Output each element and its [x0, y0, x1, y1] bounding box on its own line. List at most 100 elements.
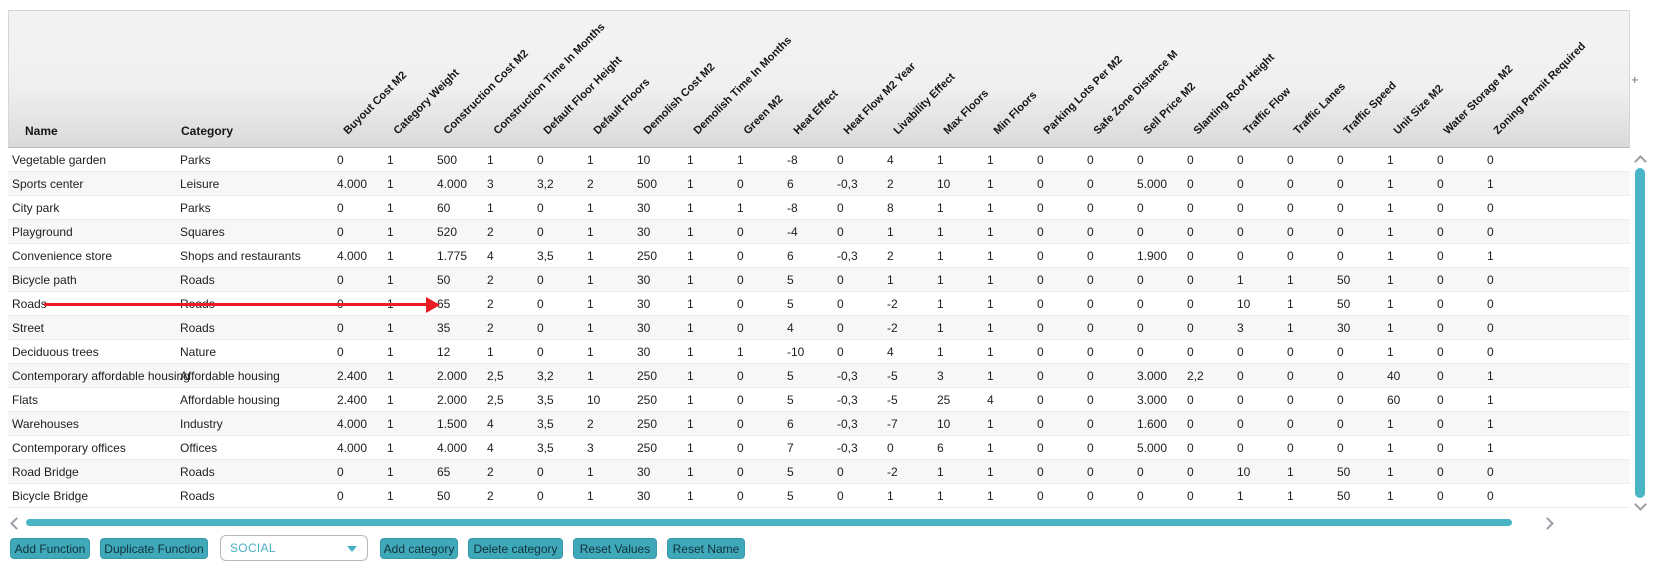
cell-value[interactable]: 0: [1237, 153, 1244, 167]
cell-value[interactable]: 0: [1287, 153, 1294, 167]
scroll-right-icon[interactable]: [1541, 517, 1554, 530]
cell-value[interactable]: 1: [937, 249, 944, 263]
scroll-up-icon[interactable]: [1634, 155, 1647, 168]
cell-value[interactable]: 0: [737, 273, 744, 287]
cell-value[interactable]: 4: [487, 441, 494, 455]
cell-value[interactable]: 2: [887, 249, 894, 263]
cell-value[interactable]: -5: [887, 369, 898, 383]
cell-value[interactable]: 250: [637, 441, 658, 455]
cell-value[interactable]: 0: [737, 177, 744, 191]
table-row[interactable]: Playground Squares 0 1 520 2 0 1 30 1 0 -4 0 1 1 1 0 0 0 0 0…: [8, 220, 1630, 244]
cell-value[interactable]: 0: [537, 225, 544, 239]
cell-value[interactable]: 40: [1387, 369, 1401, 383]
cell-value[interactable]: 4.000: [337, 249, 368, 263]
cell-name[interactable]: Road Bridge: [12, 465, 79, 479]
cell-value[interactable]: 0: [1087, 249, 1094, 263]
cell-value[interactable]: 50: [1337, 297, 1351, 311]
cell-value[interactable]: 5: [787, 465, 794, 479]
cell-value[interactable]: 1: [487, 345, 494, 359]
cell-value[interactable]: 520: [437, 225, 458, 239]
cell-value[interactable]: -0,3: [837, 417, 858, 431]
cell-value[interactable]: 1: [937, 201, 944, 215]
cell-value[interactable]: 1.900: [1137, 249, 1168, 263]
cell-value[interactable]: 30: [1337, 321, 1351, 335]
cell-value[interactable]: 60: [437, 201, 451, 215]
cell-value[interactable]: 6: [787, 177, 794, 191]
cell-value[interactable]: 3,5: [537, 417, 554, 431]
plus-icon[interactable]: +: [1631, 72, 1639, 87]
cell-value[interactable]: 10: [1237, 465, 1251, 479]
cell-value[interactable]: 0: [337, 201, 344, 215]
cell-value[interactable]: 1: [387, 225, 394, 239]
cell-name[interactable]: Roads: [12, 297, 47, 311]
cell-value[interactable]: 0: [1237, 441, 1244, 455]
cell-value[interactable]: 5: [787, 273, 794, 287]
cell-value[interactable]: 1: [587, 249, 594, 263]
cell-value[interactable]: 0: [887, 441, 894, 455]
cell-value[interactable]: 4: [887, 153, 894, 167]
cell-value[interactable]: 0: [837, 201, 844, 215]
cell-value[interactable]: 1: [887, 273, 894, 287]
column-header-demolish-time-in-months[interactable]: Demolish Time In Months: [691, 34, 795, 137]
cell-value[interactable]: 0: [1437, 297, 1444, 311]
cell-name[interactable]: Playground: [12, 225, 73, 239]
cell-value[interactable]: 500: [437, 153, 458, 167]
cell-value[interactable]: 0: [837, 153, 844, 167]
cell-value[interactable]: 10: [587, 393, 601, 407]
cell-value[interactable]: 0: [1187, 345, 1194, 359]
cell-value[interactable]: 1: [737, 153, 744, 167]
cell-value[interactable]: 1: [1387, 441, 1394, 455]
cell-value[interactable]: 1: [387, 345, 394, 359]
cell-value[interactable]: 1: [937, 489, 944, 503]
table-row[interactable]: Deciduous trees Nature 0 1 12 1 0 1 30 1 1 -10 0 4 1 1 0…: [8, 340, 1630, 364]
cell-value[interactable]: 0: [537, 321, 544, 335]
cell-value[interactable]: 30: [637, 297, 651, 311]
cell-value[interactable]: 1: [687, 345, 694, 359]
cell-value[interactable]: 0: [1487, 225, 1494, 239]
cell-value[interactable]: 2,5: [487, 369, 504, 383]
cell-value[interactable]: 0: [1087, 201, 1094, 215]
cell-value[interactable]: 0: [737, 225, 744, 239]
cell-value[interactable]: 0: [1237, 417, 1244, 431]
cell-value[interactable]: -2: [887, 465, 898, 479]
cell-value[interactable]: 1: [937, 153, 944, 167]
cell-value[interactable]: 6: [787, 249, 794, 263]
cell-value[interactable]: 50: [437, 273, 451, 287]
cell-value[interactable]: 0: [1037, 321, 1044, 335]
cell-category[interactable]: Roads: [180, 465, 215, 479]
cell-value[interactable]: 50: [1337, 465, 1351, 479]
cell-value[interactable]: 0: [737, 249, 744, 263]
cell-value[interactable]: 2: [487, 489, 494, 503]
cell-value[interactable]: 0: [1287, 369, 1294, 383]
cell-value[interactable]: 0: [1037, 153, 1044, 167]
cell-value[interactable]: 0: [1187, 393, 1194, 407]
cell-value[interactable]: 2: [487, 297, 494, 311]
cell-value[interactable]: 0: [1037, 441, 1044, 455]
cell-value[interactable]: 8: [887, 201, 894, 215]
cell-value[interactable]: 1: [387, 441, 394, 455]
cell-value[interactable]: 0: [1137, 345, 1144, 359]
cell-value[interactable]: 0: [1187, 489, 1194, 503]
cell-value[interactable]: 0: [837, 297, 844, 311]
cell-value[interactable]: 1: [687, 225, 694, 239]
cell-value[interactable]: 0: [537, 345, 544, 359]
cell-value[interactable]: 1: [937, 225, 944, 239]
cell-value[interactable]: 0: [1237, 393, 1244, 407]
cell-value[interactable]: 0: [1037, 489, 1044, 503]
cell-value[interactable]: 1: [1287, 273, 1294, 287]
cell-value[interactable]: -0,3: [837, 441, 858, 455]
cell-value[interactable]: 0: [737, 441, 744, 455]
column-header-traffic-lanes[interactable]: Traffic Lanes: [1291, 80, 1348, 137]
cell-value[interactable]: 0: [1237, 225, 1244, 239]
cell-name[interactable]: Flats: [12, 393, 39, 407]
cell-value[interactable]: 1: [587, 369, 594, 383]
cell-value[interactable]: 0: [837, 225, 844, 239]
cell-value[interactable]: 0: [1087, 369, 1094, 383]
cell-value[interactable]: 4.000: [337, 441, 368, 455]
cell-value[interactable]: 1: [937, 297, 944, 311]
cell-value[interactable]: 0: [1187, 441, 1194, 455]
column-header-name[interactable]: Name: [25, 124, 58, 138]
cell-value[interactable]: 1: [687, 249, 694, 263]
cell-value[interactable]: 2: [487, 321, 494, 335]
cell-value[interactable]: 1.500: [437, 417, 468, 431]
